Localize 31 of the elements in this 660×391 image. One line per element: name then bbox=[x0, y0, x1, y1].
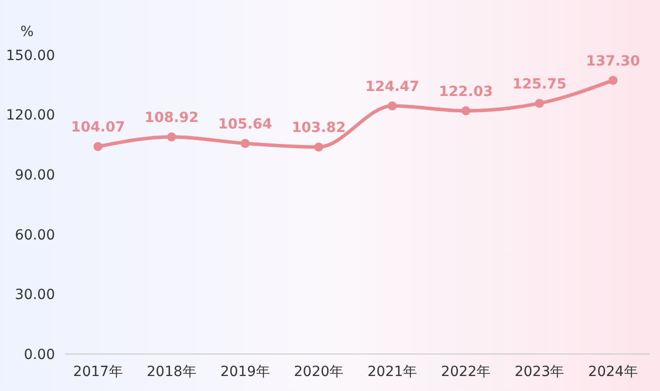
point bbox=[608, 76, 618, 85]
data-label: 137.30 bbox=[586, 53, 640, 70]
x-tick-label: 2017年 bbox=[73, 364, 123, 380]
y-tick-label: 30.00 bbox=[14, 287, 55, 304]
data-label: 125.75 bbox=[512, 76, 566, 92]
data-label: 103.82 bbox=[292, 120, 346, 136]
point bbox=[240, 138, 250, 148]
data-label: 105.64 bbox=[218, 116, 272, 132]
x-tick-label: 2020年 bbox=[294, 364, 344, 380]
y-tick-label: 150.00 bbox=[6, 48, 55, 64]
x-tick-label: 2024年 bbox=[588, 364, 638, 380]
point bbox=[534, 98, 544, 108]
x-tick-label: 2019年 bbox=[220, 364, 270, 380]
point bbox=[314, 142, 324, 152]
y-tick-label: 60.00 bbox=[14, 227, 55, 244]
point bbox=[461, 106, 470, 116]
y-tick-label: 90.00 bbox=[14, 168, 55, 184]
x-tick-label: 2021年 bbox=[367, 364, 418, 380]
y-tick-label: 0.00 bbox=[24, 346, 55, 363]
x-tick-label: 2022年 bbox=[441, 364, 491, 380]
data-label: 108.92 bbox=[144, 110, 199, 126]
data-label: 124.47 bbox=[365, 78, 420, 95]
y-axis-title: % bbox=[20, 24, 34, 40]
x-tick-label: 2023年 bbox=[514, 364, 564, 380]
point bbox=[167, 132, 176, 142]
data-label: 104.07 bbox=[70, 120, 126, 136]
x-tick-label: 2018年 bbox=[146, 364, 196, 380]
y-tick-label: 120.00 bbox=[6, 108, 55, 124]
point bbox=[388, 101, 397, 110]
data-label: 122.03 bbox=[438, 84, 493, 100]
point bbox=[94, 142, 102, 152]
